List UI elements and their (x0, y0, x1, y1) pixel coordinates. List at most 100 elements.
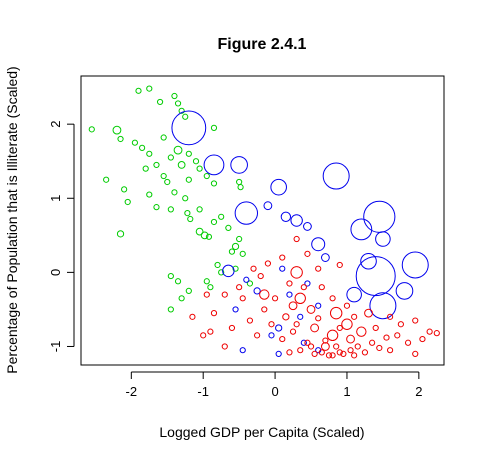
data-point (187, 215, 194, 223)
data-point (333, 343, 340, 350)
data-point (280, 211, 292, 222)
data-point (329, 295, 336, 302)
data-point (282, 313, 290, 321)
x-tick-label: -2 (126, 384, 138, 399)
y-tick-label: 0 (48, 269, 63, 276)
data-point (184, 209, 191, 217)
data-point (173, 145, 183, 155)
data-point (322, 162, 350, 190)
data-point (383, 334, 390, 341)
data-point (386, 347, 394, 354)
data-point (318, 349, 325, 356)
data-point (304, 250, 311, 257)
data-point (88, 126, 95, 133)
data-point (228, 248, 236, 255)
data-point (315, 265, 322, 272)
data-point (222, 264, 235, 278)
data-point (138, 144, 146, 151)
data-point (297, 313, 304, 320)
data-point (167, 154, 174, 161)
data-point (343, 302, 351, 309)
data-point (306, 305, 316, 314)
data-point (361, 349, 369, 356)
data-point (214, 261, 221, 269)
data-point (304, 339, 311, 346)
data-point (185, 150, 192, 157)
data-point (210, 124, 218, 131)
data-point (228, 324, 236, 332)
data-point (230, 156, 248, 174)
data-point (171, 189, 178, 196)
data-point (341, 318, 353, 330)
data-point (171, 110, 207, 146)
data-point (182, 195, 189, 202)
data-point (346, 334, 355, 344)
x-axis: -2 -1 0 1 2 (126, 371, 422, 399)
data-point (354, 343, 361, 350)
data-point (395, 282, 414, 300)
data-point (286, 349, 293, 356)
data-point (207, 284, 214, 291)
data-point (268, 321, 275, 328)
data-point (203, 278, 210, 285)
data-point (286, 291, 293, 298)
data-point (117, 135, 124, 143)
data-point (207, 328, 214, 335)
x-axis-label: Logged GDP per Capita (Scaled) (159, 424, 364, 440)
data-point (121, 186, 128, 193)
data-point (279, 335, 286, 343)
data-point (326, 329, 339, 342)
data-point (275, 350, 282, 357)
data-point (293, 321, 300, 328)
data-point (182, 113, 189, 120)
data-point (189, 313, 196, 320)
data-point (167, 272, 174, 280)
data-point (315, 315, 322, 322)
data-point (355, 256, 396, 297)
data-point (307, 343, 315, 350)
x-tick-label: 0 (271, 384, 278, 399)
data-point (160, 134, 167, 141)
data-point (279, 254, 286, 261)
data-point (177, 161, 186, 169)
data-point (329, 352, 336, 359)
data-point (254, 332, 261, 339)
data-point (394, 332, 401, 339)
data-point (171, 92, 178, 100)
data-point (221, 343, 228, 350)
data-point (196, 206, 203, 213)
y-tick-label: 2 (48, 121, 63, 128)
data-point (124, 198, 131, 206)
chart-title: Figure 2.4.1 (218, 36, 307, 53)
data-point (303, 222, 312, 231)
data-point (294, 292, 306, 305)
data-point (263, 201, 273, 211)
data-point (346, 286, 362, 303)
data-point (146, 85, 153, 92)
data-point (356, 326, 367, 337)
data-point (336, 261, 343, 269)
data-point (239, 250, 246, 257)
data-point (236, 284, 243, 291)
data-point (167, 206, 174, 213)
data-point (146, 191, 153, 198)
data-points (88, 85, 440, 359)
data-point (236, 235, 243, 243)
plot-frame (80, 75, 445, 366)
y-tick-label: 1 (48, 195, 63, 202)
data-point (419, 335, 426, 343)
data-point (320, 253, 330, 262)
data-point (320, 342, 330, 351)
data-point (347, 347, 354, 354)
data-point (329, 306, 343, 320)
data-point (325, 352, 333, 359)
data-point (167, 306, 174, 313)
data-point (135, 87, 142, 94)
data-point (268, 332, 275, 339)
data-point (364, 308, 373, 318)
data-point (290, 214, 303, 227)
data-point (210, 180, 218, 187)
data-point (234, 201, 259, 225)
data-point (236, 178, 243, 186)
data-point (386, 313, 394, 320)
